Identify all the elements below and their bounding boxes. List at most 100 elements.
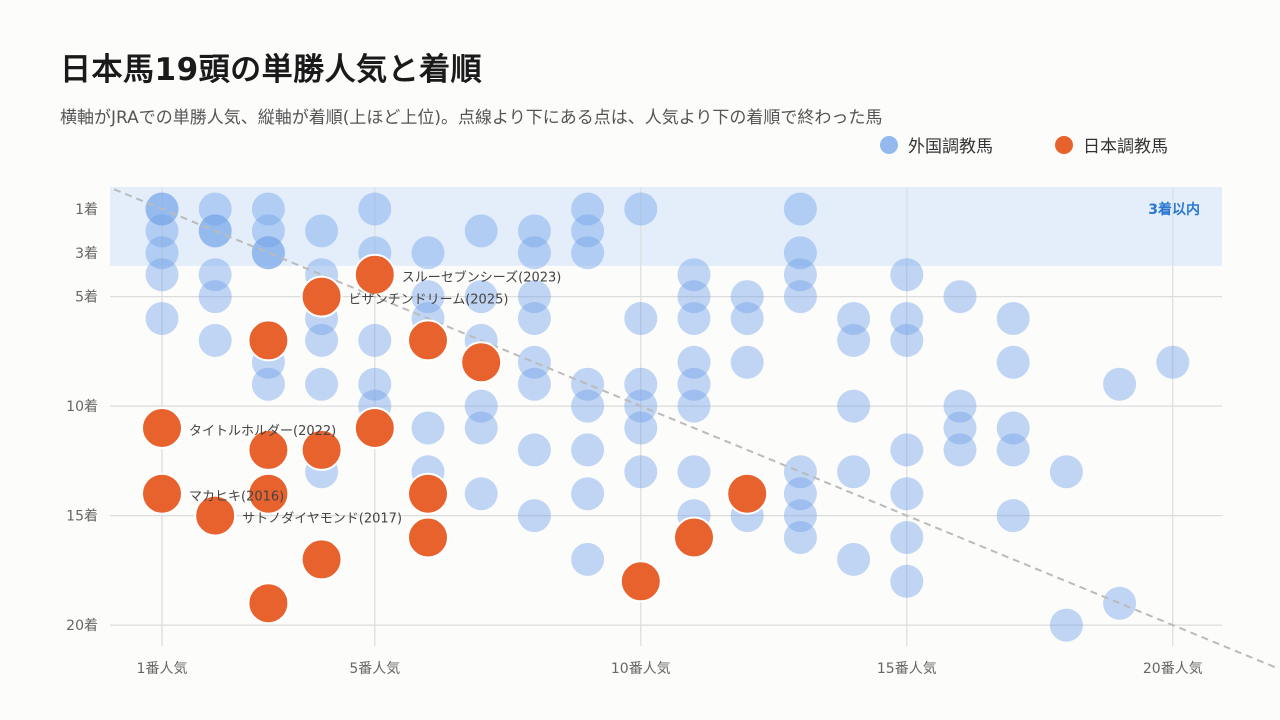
chart-title: 日本馬19頭の単勝人気と着順 (60, 52, 483, 88)
data-point-foreign (624, 455, 658, 489)
top3-band (110, 187, 1222, 266)
data-point-japan (300, 275, 343, 318)
data-point-foreign (145, 236, 179, 270)
legend-label-japan: 日本調教馬 (1083, 137, 1168, 157)
data-point-foreign (890, 564, 924, 598)
data-point-foreign (783, 192, 817, 226)
data-point-japan (353, 407, 396, 449)
data-point-japan (673, 516, 715, 559)
data-point-foreign (624, 367, 658, 401)
data-point-foreign (251, 236, 285, 270)
data-point-foreign (783, 236, 817, 270)
legend-swatch-japan (1055, 135, 1073, 154)
data-point-japan (247, 472, 290, 515)
data-label-japan: スルーセブンシーズ(2023) (402, 270, 562, 286)
data-point-foreign (571, 389, 605, 423)
data-point-foreign (517, 499, 551, 533)
annotations-group: タイトルホルダー(2022) マカヒキ(2016) サトノダイヤモンド(2017) ビ… (189, 270, 561, 527)
data-point-foreign (517, 214, 551, 248)
data-label-japan: サトノダイヤモンド(2017) (242, 512, 402, 527)
data-point-foreign (517, 345, 551, 379)
data-point-foreign (198, 280, 232, 314)
data-point-foreign (783, 521, 817, 554)
data-point-foreign (305, 367, 339, 401)
data-point-foreign (730, 280, 764, 314)
legend-item-japan: 日本調教馬 (1055, 132, 1168, 157)
data-point-japan (726, 472, 769, 515)
data-point-japan (407, 516, 449, 559)
data-point-foreign (624, 192, 658, 226)
reference-line (113, 188, 1280, 670)
y-tick-label: 1着 (75, 202, 98, 218)
data-point-foreign (517, 433, 551, 467)
data-label-japan: ビザンチンドリーム(2025) (349, 293, 509, 308)
data-point-foreign (358, 192, 392, 226)
data-point-foreign (358, 367, 392, 401)
data-point-foreign (251, 236, 285, 270)
data-point-japan (460, 341, 503, 384)
data-point-foreign (517, 236, 551, 270)
data-point-foreign (730, 345, 764, 379)
data-point-foreign (837, 302, 871, 335)
data-point-foreign (571, 236, 605, 270)
data-point-foreign (943, 411, 977, 445)
data-point-foreign (145, 302, 179, 335)
data-point-foreign (1049, 608, 1083, 642)
y-tick-label: 20着 (66, 618, 98, 634)
data-point-foreign (464, 477, 498, 511)
chart-subtitle: 横軸がJRAでの単勝人気、縦軸が着順(上ほど上位)。点線より下にある点は、人気よ… (60, 108, 883, 128)
top3-band-group: 3着以内 (110, 187, 1222, 266)
data-label-japan: タイトルホルダー(2022) (189, 424, 336, 439)
data-point-foreign (251, 214, 285, 248)
x-tick-label: 5番人気 (349, 661, 400, 677)
data-point-foreign (890, 477, 924, 511)
data-point-foreign (837, 389, 871, 423)
data-point-foreign (358, 323, 392, 357)
data-point-japan (194, 494, 237, 537)
data-point-foreign (571, 433, 605, 467)
data-point-foreign (198, 323, 232, 357)
data-point-foreign (996, 499, 1030, 533)
data-point-foreign (890, 323, 924, 357)
data-point-foreign (571, 367, 605, 401)
x-tick-label: 15番人気 (877, 661, 937, 677)
data-point-japan (141, 407, 183, 449)
data-point-foreign (677, 258, 711, 292)
data-point-foreign (677, 280, 711, 314)
data-point-japan (247, 428, 290, 471)
data-point-foreign (145, 258, 179, 292)
data-point-foreign (571, 542, 605, 576)
data-point-foreign (943, 280, 977, 314)
data-point-japan (407, 472, 449, 515)
tick-labels-group: 1番人気 5番人気 10番人気 15番人気 20番人気 1着 3着 5着 10着 15着 20着 (66, 202, 1203, 677)
data-point-japan (247, 582, 290, 625)
data-point-foreign (677, 302, 711, 335)
data-point-foreign (783, 477, 817, 511)
legend-label-foreign: 外国調教馬 (908, 137, 993, 157)
data-point-japan (300, 538, 343, 581)
data-point-foreign (464, 280, 498, 314)
data-point-foreign (677, 345, 711, 379)
data-point-japan (619, 560, 662, 603)
data-point-foreign (1156, 345, 1190, 379)
data-point-japan (141, 472, 183, 515)
data-point-foreign (251, 367, 285, 401)
data-point-foreign (411, 280, 445, 314)
data-point-foreign (677, 389, 711, 423)
data-point-foreign (783, 499, 817, 533)
data-point-foreign (996, 302, 1030, 335)
data-point-foreign (783, 280, 817, 314)
y-tick-label: 10着 (66, 399, 98, 415)
data-point-foreign (890, 433, 924, 467)
data-point-foreign (783, 258, 817, 292)
data-point-foreign (517, 280, 551, 314)
data-point-japan (247, 319, 290, 362)
data-point-foreign (890, 258, 924, 292)
data-point-foreign (411, 236, 445, 270)
data-point-foreign (624, 302, 658, 335)
data-point-foreign (996, 411, 1030, 445)
data-point-japan (300, 428, 343, 471)
x-tick-label: 1番人気 (137, 661, 188, 677)
data-point-foreign (571, 214, 605, 248)
